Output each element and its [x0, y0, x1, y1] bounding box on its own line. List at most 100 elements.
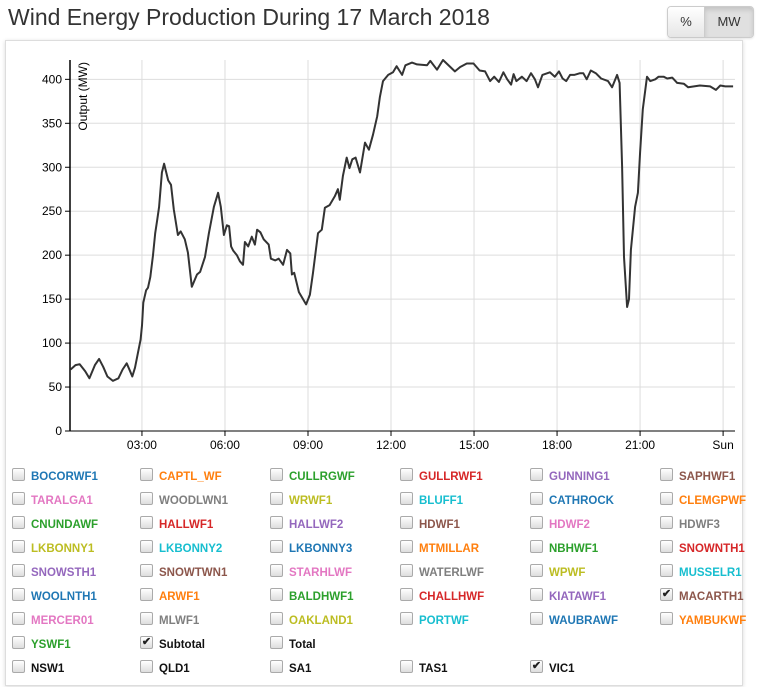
checkbox-unchecked[interactable]	[140, 611, 153, 625]
series-checkbox-kiatawf1[interactable]: KIATAWF1	[530, 587, 606, 605]
series-checkbox-taralga1[interactable]: TARALGA1	[12, 491, 93, 509]
series-checkbox-snowsth1[interactable]: SNOWSTH1	[12, 563, 96, 581]
series-checkbox-oakland1[interactable]: OAKLAND1	[270, 611, 353, 629]
series-checkbox-captl_wf[interactable]: CAPTL_WF	[140, 467, 222, 485]
series-checkbox-waterlwf[interactable]: WATERLWF	[400, 563, 484, 581]
series-checkbox-hdwf3[interactable]: HDWF3	[660, 515, 720, 533]
checkbox-unchecked[interactable]	[12, 539, 25, 553]
series-checkbox-sa1[interactable]: SA1	[270, 659, 311, 677]
series-checkbox-wrwf1[interactable]: WRWF1	[270, 491, 332, 509]
series-checkbox-waubrawf[interactable]: WAUBRAWF	[530, 611, 618, 629]
series-checkbox-bluff1[interactable]: BLUFF1	[400, 491, 463, 509]
checkbox-unchecked[interactable]	[12, 491, 25, 505]
checkbox-unchecked[interactable]	[400, 491, 413, 505]
checkbox-unchecked[interactable]	[530, 563, 543, 577]
checkbox-unchecked[interactable]	[400, 539, 413, 553]
checkbox-unchecked[interactable]	[12, 611, 25, 625]
checkbox-checked[interactable]: ✔	[140, 635, 153, 649]
checkbox-unchecked[interactable]	[530, 611, 543, 625]
series-checkbox-hdwf2[interactable]: HDWF2	[530, 515, 590, 533]
checkbox-unchecked[interactable]	[12, 467, 25, 481]
checkbox-unchecked[interactable]	[270, 587, 283, 601]
series-checkbox-woolnth1[interactable]: WOOLNTH1	[12, 587, 97, 605]
series-checkbox-yambukwf[interactable]: YAMBUKWF	[660, 611, 746, 629]
series-checkbox-cnundawf[interactable]: CNUNDAWF	[12, 515, 98, 533]
series-checkbox-clemgpwf[interactable]: CLEMGPWF	[660, 491, 746, 509]
checkbox-unchecked[interactable]	[140, 491, 153, 505]
series-checkbox-cullrgwf[interactable]: CULLRGWF	[270, 467, 355, 485]
checkbox-unchecked[interactable]	[660, 539, 673, 553]
checkbox-unchecked[interactable]	[270, 539, 283, 553]
series-checkbox-musselr1[interactable]: MUSSELR1	[660, 563, 742, 581]
checkbox-unchecked[interactable]	[270, 491, 283, 505]
series-checkbox-lkbonny1[interactable]: LKBONNY1	[12, 539, 94, 557]
checkbox-unchecked[interactable]	[270, 659, 283, 673]
checkbox-unchecked[interactable]	[270, 467, 283, 481]
checkbox-unchecked[interactable]	[660, 491, 673, 505]
checkbox-unchecked[interactable]	[400, 611, 413, 625]
series-checkbox-hallwf2[interactable]: HALLWF2	[270, 515, 343, 533]
percent-button[interactable]: %	[668, 7, 705, 37]
series-checkbox-cathrock[interactable]: CATHROCK	[530, 491, 614, 509]
series-checkbox-tas1[interactable]: TAS1	[400, 659, 448, 677]
checkbox-unchecked[interactable]	[530, 587, 543, 601]
checkbox-unchecked[interactable]	[530, 491, 543, 505]
series-checkbox-challhwf[interactable]: CHALLHWF	[400, 587, 484, 605]
series-checkbox-total[interactable]: Total	[270, 635, 316, 653]
checkbox-checked[interactable]: ✔	[530, 659, 543, 673]
checkbox-unchecked[interactable]	[140, 467, 153, 481]
checkbox-unchecked[interactable]	[140, 587, 153, 601]
series-checkbox-gunning1[interactable]: GUNNING1	[530, 467, 610, 485]
checkbox-unchecked[interactable]	[530, 467, 543, 481]
checkbox-unchecked[interactable]	[400, 515, 413, 529]
checkbox-unchecked[interactable]	[270, 635, 283, 649]
checkbox-unchecked[interactable]	[530, 515, 543, 529]
series-checkbox-gullrwf1[interactable]: GULLRWF1	[400, 467, 483, 485]
checkbox-unchecked[interactable]	[660, 611, 673, 625]
series-checkbox-nbhwf1[interactable]: NBHWF1	[530, 539, 598, 557]
series-checkbox-starhlwf[interactable]: STARHLWF	[270, 563, 352, 581]
checkbox-unchecked[interactable]	[400, 467, 413, 481]
mw-button[interactable]: MW	[705, 7, 753, 37]
checkbox-unchecked[interactable]	[270, 611, 283, 625]
checkbox-unchecked[interactable]	[270, 563, 283, 577]
series-checkbox-mlwf1[interactable]: MLWF1	[140, 611, 199, 629]
series-checkbox-portwf[interactable]: PORTWF	[400, 611, 469, 629]
series-checkbox-nsw1[interactable]: NSW1	[12, 659, 64, 677]
checkbox-unchecked[interactable]	[12, 659, 25, 673]
series-checkbox-yswf1[interactable]: YSWF1	[12, 635, 71, 653]
checkbox-unchecked[interactable]	[270, 515, 283, 529]
series-checkbox-qld1[interactable]: QLD1	[140, 659, 190, 677]
checkbox-unchecked[interactable]	[12, 635, 25, 649]
checkbox-unchecked[interactable]	[140, 659, 153, 673]
checkbox-unchecked[interactable]	[400, 587, 413, 601]
series-checkbox-hallwf1[interactable]: HALLWF1	[140, 515, 213, 533]
checkbox-unchecked[interactable]	[12, 515, 25, 529]
series-checkbox-woodlwn1[interactable]: WOODLWN1	[140, 491, 228, 509]
checkbox-checked[interactable]: ✔	[660, 587, 673, 601]
series-checkbox-lkbonny2[interactable]: LKBONNY2	[140, 539, 222, 557]
checkbox-unchecked[interactable]	[400, 563, 413, 577]
checkbox-unchecked[interactable]	[12, 587, 25, 601]
series-checkbox-macarth1[interactable]: ✔ MACARTH1	[660, 587, 744, 605]
series-checkbox-subtotal[interactable]: ✔ Subtotal	[140, 635, 205, 653]
checkbox-unchecked[interactable]	[660, 563, 673, 577]
series-checkbox-mercer01[interactable]: MERCER01	[12, 611, 94, 629]
checkbox-unchecked[interactable]	[400, 659, 413, 673]
checkbox-unchecked[interactable]	[140, 563, 153, 577]
series-checkbox-baldhwf1[interactable]: BALDHWF1	[270, 587, 354, 605]
checkbox-unchecked[interactable]	[140, 539, 153, 553]
checkbox-unchecked[interactable]	[660, 467, 673, 481]
series-checkbox-arwf1[interactable]: ARWF1	[140, 587, 200, 605]
checkbox-unchecked[interactable]	[140, 515, 153, 529]
series-checkbox-saphwf1[interactable]: SAPHWF1	[660, 467, 735, 485]
series-checkbox-wpwf[interactable]: WPWF	[530, 563, 585, 581]
checkbox-unchecked[interactable]	[530, 539, 543, 553]
series-checkbox-bocorwf1[interactable]: BOCORWF1	[12, 467, 98, 485]
series-checkbox-hdwf1[interactable]: HDWF1	[400, 515, 460, 533]
series-checkbox-snowtwn1[interactable]: SNOWTWN1	[140, 563, 227, 581]
series-checkbox-vic1[interactable]: ✔ VIC1	[530, 659, 575, 677]
checkbox-unchecked[interactable]	[660, 515, 673, 529]
checkbox-unchecked[interactable]	[12, 563, 25, 577]
series-checkbox-snownth1[interactable]: SNOWNTH1	[660, 539, 745, 557]
